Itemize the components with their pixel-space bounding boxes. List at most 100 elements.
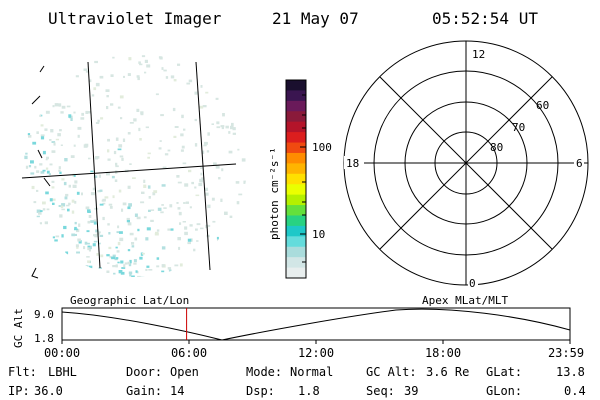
emission-speckle xyxy=(200,227,204,230)
earth-disk-image xyxy=(24,55,247,277)
mlat-label: 70 xyxy=(512,121,525,134)
emission-speckle xyxy=(201,150,205,154)
emission-speckle xyxy=(36,170,40,173)
emission-speckle xyxy=(108,203,113,206)
emission-speckle xyxy=(75,244,79,248)
emission-speckle xyxy=(143,184,147,188)
status-key: GLon: xyxy=(486,384,522,398)
emission-speckle xyxy=(114,258,118,261)
emission-speckle xyxy=(182,221,186,223)
emission-speckle xyxy=(165,76,169,79)
emission-speckle xyxy=(139,63,143,66)
emission-speckle xyxy=(102,216,105,221)
emission-speckle xyxy=(177,237,181,241)
emission-speckle xyxy=(115,162,118,166)
emission-speckle xyxy=(238,193,243,196)
colorbar-band xyxy=(286,90,306,102)
emission-speckle xyxy=(180,133,184,137)
emission-speckle xyxy=(215,97,219,100)
emission-speckle xyxy=(86,242,90,245)
polar-plot xyxy=(343,40,589,286)
emission-speckle xyxy=(186,82,191,85)
emission-speckle xyxy=(243,180,247,184)
mlat-label: 60 xyxy=(536,99,549,112)
emission-speckle xyxy=(90,220,95,223)
emission-speckle xyxy=(49,198,53,202)
emission-speckle xyxy=(74,221,77,225)
emission-speckle xyxy=(164,153,169,156)
emission-speckle xyxy=(220,125,225,128)
emission-speckle xyxy=(110,103,114,106)
latitude-line xyxy=(21,163,237,179)
emission-speckle xyxy=(118,270,123,274)
emission-speckle xyxy=(117,261,120,264)
emission-speckle xyxy=(98,242,101,245)
emission-speckle xyxy=(196,223,201,226)
colorbar-band xyxy=(286,205,306,216)
emission-speckle xyxy=(134,237,138,241)
emission-speckle xyxy=(72,184,77,188)
emission-speckle xyxy=(85,110,89,114)
emission-speckle xyxy=(117,241,121,246)
emission-speckle xyxy=(71,210,75,214)
emission-speckle xyxy=(193,248,196,252)
emission-speckle xyxy=(122,202,127,206)
emission-speckle xyxy=(184,226,188,230)
emission-speckle xyxy=(241,158,246,162)
emission-speckle xyxy=(187,238,192,242)
emission-speckle xyxy=(161,246,166,250)
colorbar-band xyxy=(286,100,306,112)
emission-speckle xyxy=(148,209,151,212)
emission-speckle xyxy=(68,184,71,188)
emission-speckle xyxy=(88,215,92,218)
emission-speckle xyxy=(94,235,98,238)
emission-speckle xyxy=(139,138,142,141)
emission-speckle xyxy=(216,236,219,240)
emission-speckle xyxy=(152,192,156,196)
emission-speckle xyxy=(73,111,76,114)
emission-speckle xyxy=(60,111,64,114)
emission-speckle xyxy=(144,71,147,74)
emission-speckle xyxy=(110,74,114,77)
emission-speckle xyxy=(88,157,91,160)
emission-speckle xyxy=(141,252,145,255)
emission-speckle xyxy=(106,270,110,273)
emission-speckle xyxy=(136,108,140,112)
emission-speckle xyxy=(112,265,116,268)
emission-speckle xyxy=(45,191,49,195)
emission-speckle xyxy=(36,215,40,218)
emission-speckle xyxy=(204,192,209,196)
emission-speckle xyxy=(128,203,132,207)
emission-speckle xyxy=(87,220,91,224)
emission-speckle xyxy=(127,249,131,252)
emission-speckle xyxy=(147,156,150,159)
emission-speckle xyxy=(77,126,82,130)
emission-speckle xyxy=(213,162,217,166)
emission-speckle xyxy=(89,79,92,83)
emission-speckle xyxy=(107,223,110,226)
colorbar-band xyxy=(286,184,306,196)
emission-speckle xyxy=(39,210,43,213)
timeline-y-axis-label: GC Alt xyxy=(12,308,25,348)
emission-speckle xyxy=(158,147,162,150)
emission-speckle xyxy=(157,207,162,211)
instrument-title: Ultraviolet Imager xyxy=(48,9,222,28)
emission-speckle xyxy=(212,220,216,223)
emission-speckle xyxy=(86,256,90,258)
emission-speckle xyxy=(207,132,210,136)
emission-speckle xyxy=(191,181,194,185)
emission-speckle xyxy=(107,138,110,142)
emission-speckle xyxy=(129,259,132,264)
emission-speckle xyxy=(224,211,228,215)
emission-speckle xyxy=(176,175,180,178)
emission-speckle xyxy=(124,262,128,265)
emission-speckle xyxy=(221,168,224,172)
emission-speckle xyxy=(33,201,37,204)
emission-speckle xyxy=(63,225,67,230)
emission-speckle xyxy=(55,138,59,141)
emission-speckle xyxy=(52,202,55,205)
emission-speckle xyxy=(96,156,100,159)
emission-speckle xyxy=(188,169,192,173)
status-key: Seq: xyxy=(366,384,395,398)
